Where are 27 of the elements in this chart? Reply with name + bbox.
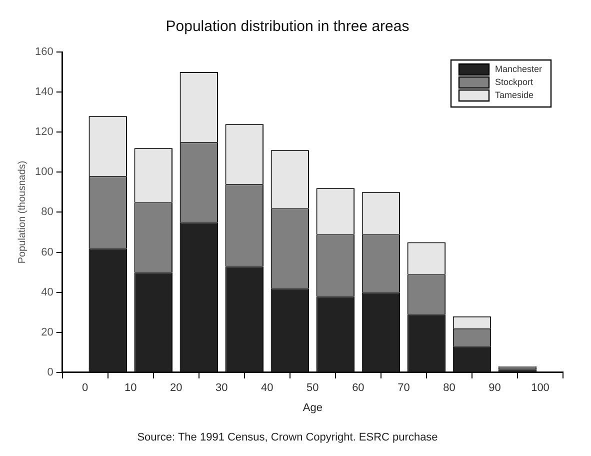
x-tick-label: 90 xyxy=(488,382,501,394)
y-tick-label: 160 xyxy=(34,46,54,58)
x-axis-title: Age xyxy=(302,402,322,414)
legend-label: Tameside xyxy=(495,90,534,100)
x-tick-label: 20 xyxy=(170,382,182,394)
legend-label: Manchester xyxy=(495,64,542,74)
x-tick-label: 40 xyxy=(261,382,274,394)
legend-label: Stockport xyxy=(495,76,534,87)
x-tick-label: 0 xyxy=(82,382,88,394)
y-tick-label: 100 xyxy=(34,166,54,178)
chart-title: Population distribution in three areas xyxy=(166,18,410,36)
y-axis-title: Population (thousnads) xyxy=(16,160,28,264)
y-tick-label: 120 xyxy=(34,126,54,138)
x-tick-label: 10 xyxy=(124,382,137,394)
x-tick-label: 30 xyxy=(216,382,228,394)
x-tick-label: 50 xyxy=(306,382,319,394)
source-note: Source: The 1991 Census, Crown Copyright. ESRC purchase xyxy=(137,431,438,444)
y-tick-label: 40 xyxy=(41,286,54,298)
x-tick-label: 100 xyxy=(531,382,550,394)
x-tick-label: 60 xyxy=(352,382,364,394)
x-tick-label: 80 xyxy=(443,382,456,394)
y-tick-label: 140 xyxy=(34,86,54,98)
y-tick-label: 80 xyxy=(41,206,54,218)
y-tick-label: 60 xyxy=(41,246,54,258)
y-tick-label: 0 xyxy=(47,366,54,378)
x-tick-label: 70 xyxy=(398,382,410,394)
y-tick-label: 20 xyxy=(41,326,54,338)
